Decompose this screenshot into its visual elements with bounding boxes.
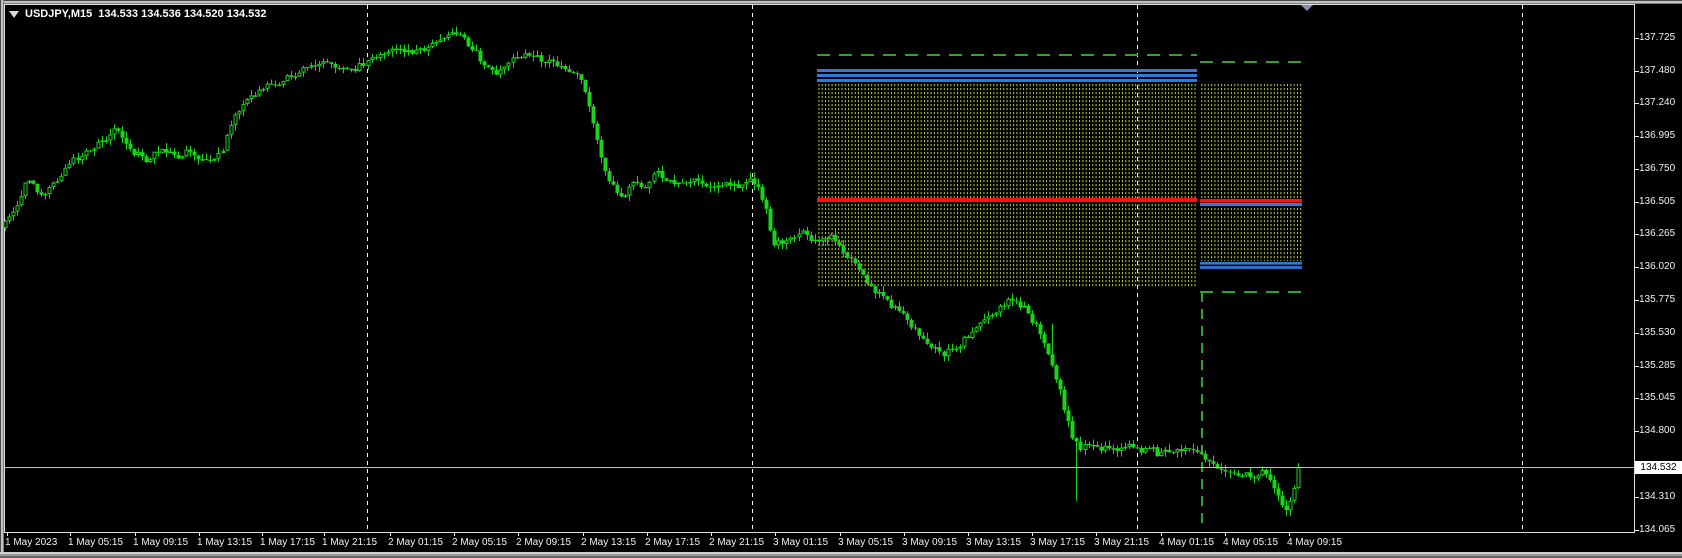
chart-title-bar: USDJPY,M15 134.533 134.536 134.520 134.5… [9,8,266,20]
window-frame-left [0,0,4,558]
window-frame-top [0,0,1682,4]
time-tick-label: 3 May 21:15 [1094,537,1150,548]
price-tick-label: 137.240 [1639,97,1676,108]
price-tick-label: 135.045 [1639,392,1676,403]
candle-bodies [3,32,1301,511]
price-tick-label: 136.750 [1639,163,1676,174]
axis-tick-marks [7,38,1639,536]
symbol-timeframe-label: USDJPY,M15 [25,8,93,20]
price-tick-label: 135.285 [1639,360,1676,371]
price-tick-label: 135.775 [1639,294,1676,305]
time-tick-label: 3 May 13:15 [966,537,1022,548]
time-tick-label: 2 May 01:15 [388,537,444,548]
time-tick-label: 4 May 09:15 [1287,537,1343,548]
time-tick-label: 1 May 17:15 [260,537,316,548]
price-tick-label: 134.800 [1639,425,1676,436]
price-tick-label: 134.065 [1639,524,1676,535]
plot-border [4,4,1635,533]
price-tick-label: 135.530 [1639,327,1676,338]
price-tick-label: 137.480 [1639,65,1676,76]
time-tick-label: 1 May 21:15 [322,537,378,548]
time-tick-label: 1 May 09:15 [133,537,189,548]
ohlc-values: 134.533 134.536 134.520 134.532 [98,8,267,20]
time-tick-label: 1 May 05:15 [68,537,124,548]
price-axis[interactable]: 137.725 137.480 137.240 136.995 136.750 136.5… [1639,0,1682,552]
time-tick-label: 2 May 05:15 [452,537,508,548]
supply-demand-zones [817,54,1302,527]
time-tick-label: 1 May 2023 [5,537,58,548]
price-tick-label: 136.020 [1639,261,1676,272]
price-tick-label: 134.310 [1639,491,1676,502]
current-price-badge: 134.532 [1635,460,1682,474]
time-tick-label: 2 May 13:15 [581,537,637,548]
price-tick-label: 136.995 [1639,130,1676,141]
symbol-dropdown-icon[interactable] [9,10,19,18]
time-tick-label: 3 May 17:15 [1030,537,1086,548]
time-tick-label: 4 May 01:15 [1159,537,1215,548]
time-tick-label: 1 May 13:15 [197,537,253,548]
time-tick-label: 2 May 09:15 [516,537,572,548]
time-tick-label: 3 May 09:15 [902,537,958,548]
price-tick-label: 137.725 [1639,32,1676,43]
price-tick-label: 136.505 [1639,196,1676,207]
time-tick-label: 2 May 17:15 [645,537,701,548]
window-frame-bottom [0,552,1682,558]
time-tick-label: 3 May 01:15 [773,537,829,548]
time-tick-label: 3 May 05:15 [838,537,894,548]
time-tick-label: 2 May 21:15 [709,537,765,548]
time-axis[interactable]: 1 May 2023 1 May 05:15 1 May 09:15 1 May 13… [0,537,1634,552]
time-tick-label: 4 May 05:15 [1223,537,1279,548]
price-tick-label: 136.265 [1639,228,1676,239]
last-bar-marker-icon[interactable] [1301,5,1313,11]
